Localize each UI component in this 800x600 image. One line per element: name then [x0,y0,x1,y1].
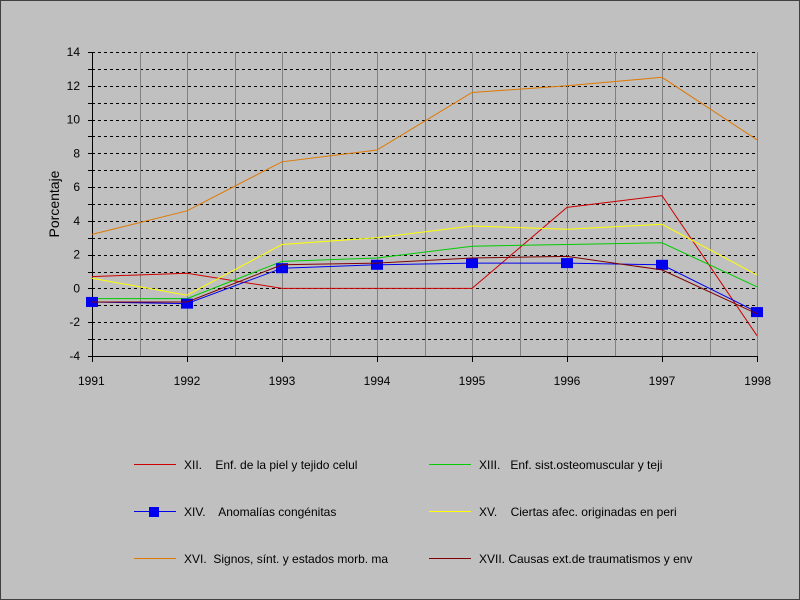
data-point-marker [751,307,763,318]
x-tick-label: 1996 [554,374,581,388]
axes [88,52,758,362]
legend-label: XIII. Enf. sist.osteomuscular y teji [479,458,663,472]
series-1 [91,195,758,336]
legend-label: XV. Ciertas afec. originadas en peri [479,505,677,519]
legend-item: XVI. Signos, sínt. y estados morb. ma [134,549,388,569]
legend-swatch [134,553,176,565]
series-line [91,195,758,336]
series-2 [92,242,758,300]
legend-swatch [134,506,176,518]
legend-label: XVI. Signos, sínt. y estados morb. ma [184,552,389,566]
y-tick-label: -2 [69,315,80,329]
series-6 [92,255,758,315]
legend-item: XIV. Anomalías congénitas [134,502,336,522]
legend-swatch [429,553,471,565]
y-axis-title: Porcentaje [46,170,62,237]
legend-swatch [429,459,471,471]
legend-label: XVII. Causas ext.de traumatismos y env [479,552,693,566]
series-line [91,76,758,235]
x-tick-label: 1992 [174,374,201,388]
y-tick-label: 14 [67,45,81,59]
y-tick-label: 4 [73,214,80,228]
data-point-marker [371,259,383,270]
data-point-marker [656,259,668,270]
legend-label: XIV. Anomalías congénitas [184,505,337,519]
gridlines [92,52,758,357]
x-tick-label: 1997 [649,374,676,388]
x-tick-label: 1995 [459,374,486,388]
legend-item: XII. Enf. de la piel y tejido celul [134,455,357,475]
legend-swatch [429,506,471,518]
y-tick-label: 6 [73,180,80,194]
x-tick-label: 1994 [364,374,391,388]
legend: XII. Enf. de la piel y tejido celul XIII.… [1,441,800,591]
legend-marker [149,507,159,517]
series-line [91,262,758,313]
series-line [91,223,758,296]
data-point-marker [466,258,478,269]
legend-item: XVII. Causas ext.de traumatismos y env [429,549,692,569]
legend-label: XII. Enf. de la piel y tejido celul [184,458,358,472]
x-tick-label: 1998 [744,374,771,388]
y-tick-label: 0 [73,281,80,295]
legend-item: XIII. Enf. sist.osteomuscular y teji [429,455,662,475]
series-5 [91,76,758,235]
y-tick-label: 10 [67,113,81,127]
x-tick-label: 1991 [78,374,105,388]
tick-labels: -4 -2 0 2 4 6 8 10 12 14 1991 1992 1993 1994 1995 1996 1… [67,45,772,388]
series-lines [86,76,763,336]
line-chart: -4 -2 0 2 4 6 8 10 12 14 1991 1992 1993 1994 1995 1996 1… [46,45,772,388]
y-tick-label: 8 [73,146,80,160]
legend-item: XV. Ciertas afec. originadas en peri [429,502,677,522]
data-point-marker [181,298,193,309]
data-point-marker [561,258,573,269]
series-line [92,255,758,315]
y-tick-label: 12 [67,79,81,93]
series-line [92,242,758,300]
data-point-marker [276,263,288,274]
legend-swatch [134,459,176,471]
x-tick-label: 1993 [269,374,296,388]
series-4 [91,223,758,296]
y-tick-label: -4 [69,349,80,363]
y-tick-label: 2 [73,248,80,262]
